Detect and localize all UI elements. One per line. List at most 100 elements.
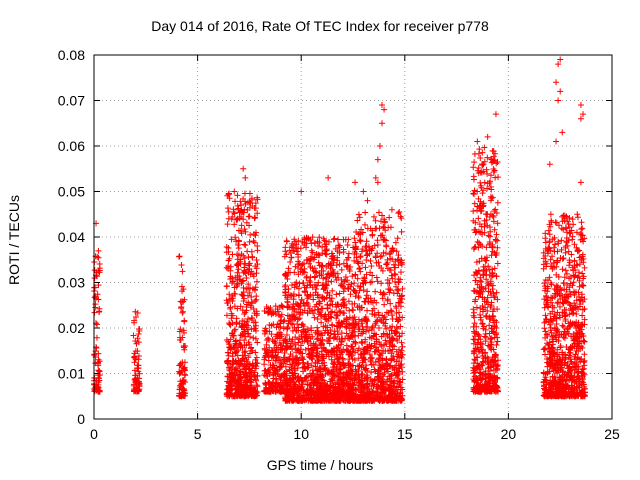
data-point [176, 368, 183, 375]
data-point [319, 305, 326, 312]
data-point [135, 368, 142, 375]
data-point [367, 257, 374, 264]
data-point [241, 369, 248, 376]
data-point [495, 174, 502, 181]
data-point [228, 345, 235, 352]
data-point [344, 285, 351, 292]
data-point [577, 102, 584, 109]
data-point [262, 325, 269, 332]
data-point [349, 306, 356, 313]
data-point [293, 248, 300, 255]
data-point [96, 267, 103, 274]
data-point [559, 266, 566, 273]
data-point [363, 238, 370, 245]
data-point [95, 356, 102, 363]
data-point [253, 278, 260, 285]
data-point [244, 377, 251, 384]
data-point [245, 354, 252, 361]
data-point [470, 370, 477, 377]
data-point [477, 311, 484, 318]
data-point [232, 338, 239, 345]
data-point [251, 286, 258, 293]
data-point [470, 309, 477, 316]
data-point [351, 235, 358, 242]
x-tick-label: 15 [397, 426, 413, 442]
data-point [262, 379, 269, 386]
data-point [493, 273, 500, 280]
data-point [276, 363, 283, 370]
data-point [574, 211, 581, 218]
data-point [241, 321, 248, 328]
data-point [233, 392, 240, 399]
data-point [269, 348, 276, 355]
data-point [368, 262, 375, 269]
data-point [479, 358, 486, 365]
data-point [550, 244, 557, 251]
data-point [241, 241, 248, 248]
data-point [569, 216, 576, 223]
data-point [481, 179, 488, 186]
data-point [239, 356, 246, 363]
data-point [560, 255, 567, 262]
data-point [226, 291, 233, 298]
data-point [244, 207, 251, 214]
data-point [95, 254, 102, 261]
data-point [389, 316, 396, 323]
data-point [380, 290, 387, 297]
data-point [226, 367, 233, 374]
data-point [243, 321, 250, 328]
data-point [234, 272, 241, 279]
data-point [399, 343, 406, 350]
data-point [133, 384, 140, 391]
data-point [232, 349, 239, 356]
data-point [179, 309, 186, 316]
data-point [246, 284, 253, 291]
data-point [248, 300, 255, 307]
data-point [360, 188, 367, 195]
data-point [231, 188, 238, 195]
data-point [133, 340, 140, 347]
data-point [238, 222, 245, 229]
data-point [232, 290, 239, 297]
data-point [131, 317, 138, 324]
data-point [130, 332, 137, 339]
data-point [274, 370, 281, 377]
data-point [334, 236, 341, 243]
data-point [235, 206, 242, 213]
data-point [240, 165, 247, 172]
data-point [278, 374, 285, 381]
data-point [243, 301, 250, 308]
data-point [178, 305, 185, 312]
data-point [471, 159, 478, 166]
data-point [398, 228, 405, 235]
data-point [135, 331, 142, 338]
data-point [178, 381, 185, 388]
data-point [134, 309, 141, 316]
data-point [266, 328, 273, 335]
data-point [396, 208, 403, 215]
data-point [180, 298, 187, 305]
data-point [227, 267, 234, 274]
data-point [325, 174, 332, 181]
data-point [237, 368, 244, 375]
data-point [398, 215, 405, 222]
data-point [471, 150, 478, 157]
chart-title: Day 014 of 2016, Rate Of TEC Index for r… [151, 18, 489, 34]
data-point [179, 308, 186, 315]
x-tick-label: 10 [293, 426, 309, 442]
data-point [557, 88, 564, 95]
data-point [281, 253, 288, 260]
data-point [229, 312, 236, 319]
data-point [263, 341, 270, 348]
data-point [316, 300, 323, 307]
data-point [570, 221, 577, 228]
data-point [233, 315, 240, 322]
data-point [350, 307, 357, 314]
data-point [241, 267, 248, 274]
data-point [181, 318, 188, 325]
data-point [364, 307, 371, 314]
data-point [242, 385, 249, 392]
data-point [181, 346, 188, 353]
data-point [565, 248, 572, 255]
data-point [251, 204, 258, 211]
